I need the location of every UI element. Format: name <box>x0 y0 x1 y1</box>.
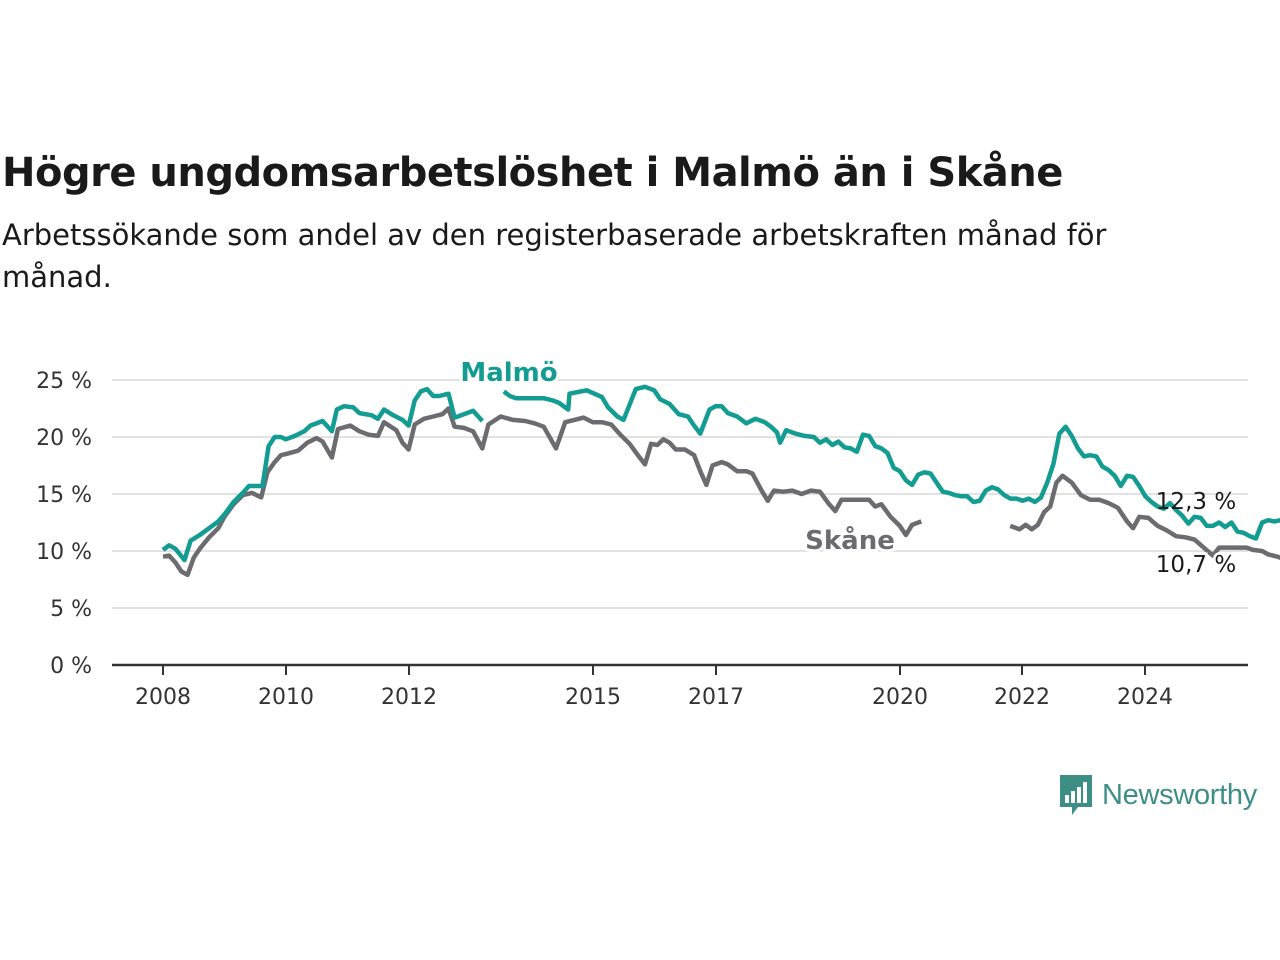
series-label-skane: Skåne <box>805 524 895 556</box>
series-label-malmo: Malmö <box>460 358 557 388</box>
end-label-malmo: 12,3 % <box>1156 489 1236 515</box>
series-line-skane <box>1009 473 1280 561</box>
series-line-skane <box>162 406 923 578</box>
y-axis-ticks: 0 % 5 % 10 % 15 % 20 % 25 % <box>36 369 92 679</box>
x-tick-label: 2020 <box>872 685 928 710</box>
x-tick-label: 2012 <box>381 685 437 710</box>
series-line-malmo <box>502 384 1280 541</box>
y-tick-label: 20 % <box>36 426 92 451</box>
page-title: Högre ungdomsarbetslöshet i Malmö än i S… <box>2 150 1063 196</box>
brand-logo: Newsworthy <box>1058 773 1257 817</box>
brand-name: Newsworthy <box>1102 778 1257 811</box>
series-lines <box>161 384 1280 578</box>
y-tick-label: 0 % <box>50 654 92 679</box>
x-tick-label: 2015 <box>565 685 621 710</box>
series-line-malmo <box>161 386 484 563</box>
x-tick-label: 2022 <box>994 685 1050 710</box>
y-tick-label: 5 % <box>50 597 92 622</box>
y-tick-label: 25 % <box>36 369 92 394</box>
y-tick-label: 10 % <box>36 540 92 565</box>
x-tick-label: 2010 <box>258 685 314 710</box>
x-tick-label: 2008 <box>135 685 191 710</box>
newsworthy-chart-icon <box>1060 775 1092 815</box>
x-tick-label: 2024 <box>1117 685 1173 710</box>
x-tick-label: 2017 <box>688 685 744 710</box>
series-labels: Malmö Skåne 12,3 % 10,7 % <box>457 355 1238 581</box>
end-label-skane: 10,7 % <box>1156 552 1236 578</box>
y-tick-label: 15 % <box>36 483 92 508</box>
x-axis: 2008 2010 2012 2015 2017 2020 2022 2024 <box>112 663 1248 710</box>
page-subtitle: Arbetssökande som andel av den registerb… <box>2 218 1107 294</box>
